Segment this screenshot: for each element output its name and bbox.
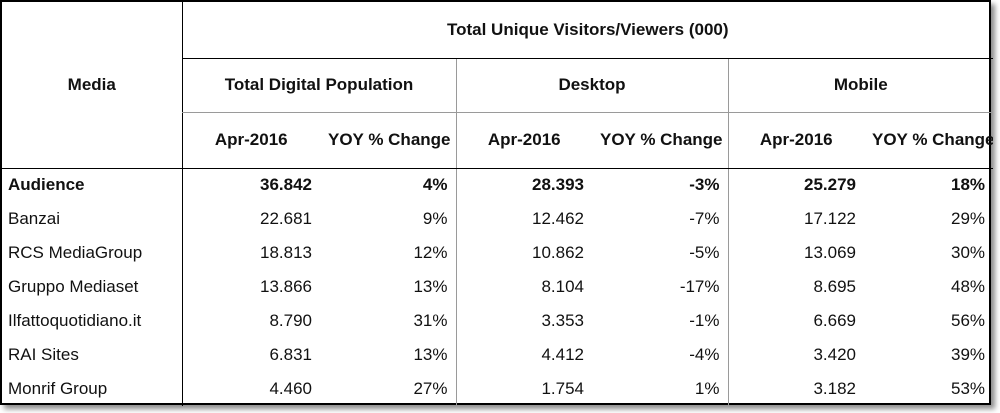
- mobile-apr-cell: 8.695: [727, 270, 864, 304]
- col-header-period: Apr-2016: [727, 112, 864, 169]
- total-yoy-cell: 9%: [422, 209, 448, 228]
- data-table-frame: Media Total Unique Visitors/Viewers (000…: [0, 0, 994, 406]
- total-apr-cell: 22.681: [181, 202, 320, 236]
- section-header-desktop: Desktop: [455, 58, 728, 113]
- desktop-yoy-cell: -17%: [679, 277, 720, 296]
- total-yoy-cell: 13%: [413, 277, 448, 296]
- mobile-apr-cell: 3.182: [727, 372, 864, 406]
- total-yoy-cell: 12%: [413, 243, 448, 262]
- row-name: Ilfattoquotidiano.it: [8, 311, 142, 330]
- table-row: RCS MediaGroup 18.813 12% 10.862 -5% 13.…: [2, 236, 993, 270]
- row-name: RCS MediaGroup: [8, 243, 143, 262]
- total-yoy-cell: 27%: [413, 379, 448, 398]
- row-name: Gruppo Mediaset: [8, 277, 139, 296]
- visitors-table: Media Total Unique Visitors/Viewers (000…: [2, 2, 994, 406]
- mobile-yoy-cell: 30%: [950, 243, 986, 262]
- desktop-apr-cell: 28.393: [455, 168, 592, 202]
- col-header-change: YOY % Change: [320, 112, 456, 169]
- total-yoy-cell: 13%: [413, 345, 448, 364]
- mobile-yoy-cell: 39%: [950, 345, 986, 364]
- mobile-yoy-cell: 56%: [950, 311, 986, 330]
- table-row: RAI Sites 6.831 13% 4.412 -4% 3.420 39%: [2, 338, 993, 372]
- total-apr-cell: 13.866: [181, 270, 320, 304]
- mobile-yoy-cell: 29%: [950, 209, 986, 228]
- col-header-change: YOY % Change: [592, 112, 728, 169]
- total-yoy-cell: 31%: [413, 311, 448, 330]
- total-apr-cell: 8.790: [181, 304, 320, 338]
- mobile-yoy-cell: 53%: [950, 379, 986, 398]
- desktop-yoy-cell: -7%: [689, 209, 720, 228]
- mobile-apr-cell: 25.279: [727, 168, 864, 202]
- total-apr-cell: 6.831: [181, 338, 320, 372]
- mobile-yoy-cell: 18%: [950, 175, 986, 195]
- desktop-apr-cell: 12.462: [455, 202, 592, 236]
- row-name: Monrif Group: [8, 379, 108, 398]
- table-row: Gruppo Mediaset 13.866 13% 8.104 -17% 8.…: [2, 270, 993, 304]
- table-row: Banzai 22.681 9% 12.462 -7% 17.122 29%: [2, 202, 993, 236]
- table-row: Audience 36.842 4% 28.393 -3% 25.279 18%: [2, 168, 993, 202]
- desktop-yoy-cell: 1%: [694, 379, 720, 398]
- desktop-yoy-cell: -4%: [689, 345, 720, 364]
- mobile-apr-cell: 6.669: [727, 304, 864, 338]
- desktop-apr-cell: 3.353: [455, 304, 592, 338]
- desktop-apr-cell: 8.104: [455, 270, 592, 304]
- table-row: Monrif Group 4.460 27% 1.754 1% 3.182 53…: [2, 372, 993, 406]
- section-header-total-digital: Total Digital Population: [181, 58, 456, 113]
- media-header: Media: [2, 2, 182, 169]
- desktop-apr-cell: 10.862: [455, 236, 592, 270]
- section-header-mobile: Mobile: [727, 58, 994, 113]
- mobile-apr-cell: 17.122: [727, 202, 864, 236]
- col-header-change: YOY % Change: [864, 112, 994, 169]
- desktop-yoy-cell: -5%: [689, 243, 720, 262]
- col-header-period: Apr-2016: [181, 112, 320, 169]
- row-name: Audience: [8, 175, 85, 195]
- desktop-apr-cell: 1.754: [455, 372, 592, 406]
- desktop-yoy-cell: -1%: [689, 311, 720, 330]
- total-apr-cell: 18.813: [181, 236, 320, 270]
- table-row: Ilfattoquotidiano.it 8.790 31% 3.353 -1%…: [2, 304, 993, 338]
- total-yoy-cell: 4%: [422, 175, 448, 195]
- mobile-apr-cell: 13.069: [727, 236, 864, 270]
- group-title-header: Total Unique Visitors/Viewers (000): [181, 2, 994, 59]
- col-header-period: Apr-2016: [455, 112, 592, 169]
- row-name: Banzai: [8, 209, 60, 228]
- total-apr-cell: 4.460: [181, 372, 320, 406]
- row-name: RAI Sites: [8, 345, 79, 364]
- desktop-yoy-cell: -3%: [689, 175, 720, 195]
- mobile-apr-cell: 3.420: [727, 338, 864, 372]
- desktop-apr-cell: 4.412: [455, 338, 592, 372]
- mobile-yoy-cell: 48%: [950, 277, 986, 296]
- total-apr-cell: 36.842: [181, 168, 320, 202]
